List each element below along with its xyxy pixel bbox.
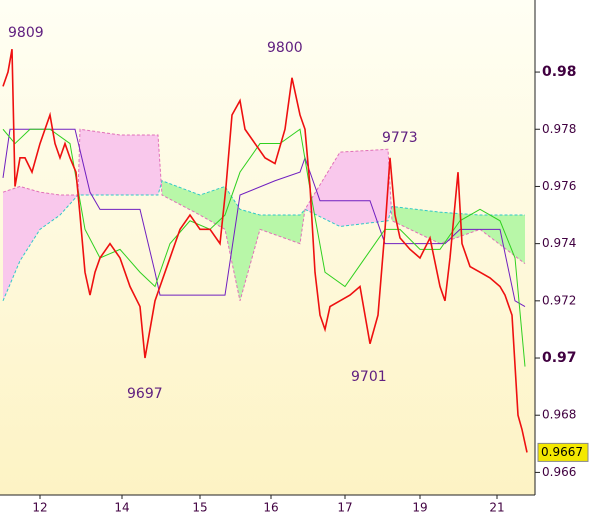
y-tick-label: 0.976 [542, 179, 576, 193]
plot-background [0, 0, 535, 495]
x-tick-label: 19 [412, 501, 427, 515]
right-panel [536, 0, 600, 519]
cloud-segment [3, 186, 20, 301]
y-tick-label: 0.966 [542, 465, 576, 479]
x-tick-label: 14 [114, 501, 129, 515]
cloud-span-b [2, 128, 526, 301]
series-line [2, 49, 528, 453]
annotation: 9697 [127, 386, 163, 402]
cloud-segment [120, 134, 158, 196]
last-price-label: 0.9667 [541, 445, 583, 459]
series-line [2, 128, 526, 367]
x-tick-label: 16 [263, 501, 278, 515]
x-tick-label: 12 [32, 501, 47, 515]
y-tick-label: 0.97 [542, 350, 577, 366]
x-tick-label: 21 [489, 501, 504, 515]
cloud-span-a [2, 180, 525, 302]
y-tick-label: 0.974 [542, 236, 576, 250]
y-tick-label: 0.972 [542, 293, 576, 307]
annotation: 9701 [351, 369, 387, 385]
y-tick-label: 0.978 [542, 122, 576, 136]
cloud-segment [392, 206, 440, 244]
cloud-segment [40, 192, 60, 230]
cloud-segment [240, 209, 260, 301]
annotation: 9800 [267, 40, 303, 56]
cloud-segment [20, 186, 40, 261]
x-tick-label: 17 [337, 501, 352, 515]
annotation: 9773 [382, 130, 418, 146]
last-price-box [537, 442, 589, 462]
y-tick-label: 0.98 [542, 64, 577, 80]
annotation: 9809 [8, 25, 44, 41]
cloud-segment [162, 180, 200, 216]
x-tick-label: 15 [192, 501, 207, 515]
cloud-segment [260, 215, 300, 244]
cloud-segment [340, 149, 388, 227]
y-tick-label: 0.968 [542, 408, 576, 422]
cloud-segment [80, 129, 120, 196]
